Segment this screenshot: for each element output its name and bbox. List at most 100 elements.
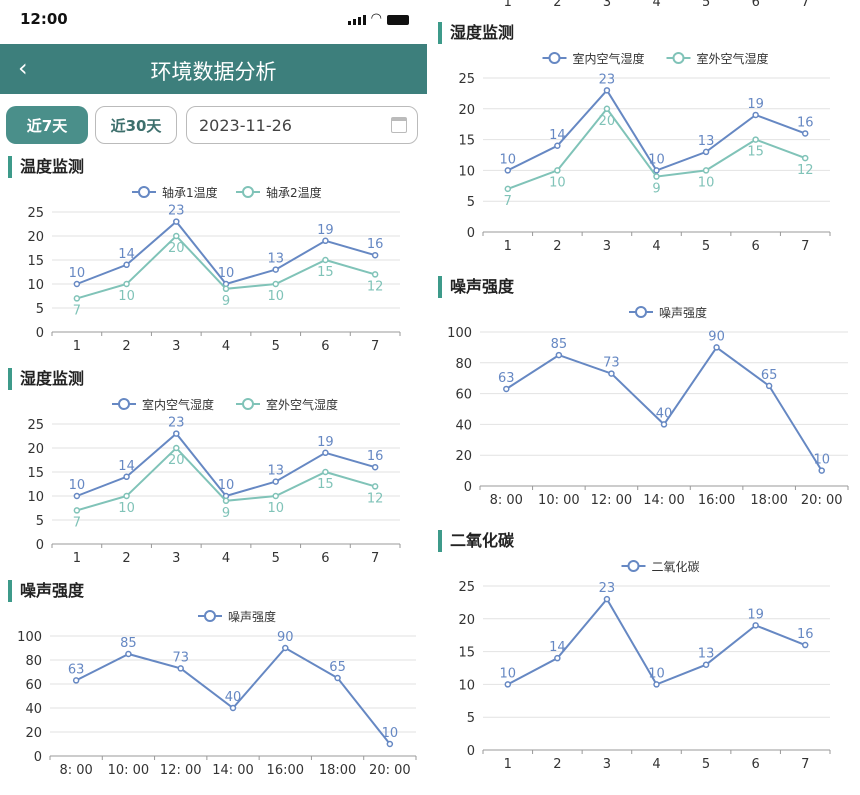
- section-title-co2: 二氧化碳: [438, 530, 514, 552]
- y-tick-label: 0: [34, 750, 42, 765]
- data-point: [73, 492, 81, 500]
- data-label: 10: [648, 666, 665, 681]
- wifi-icon: ◠: [370, 11, 382, 26]
- data-label: 10: [118, 501, 135, 516]
- x-tick-label: 10: 00: [538, 493, 580, 508]
- data-label: 10: [267, 501, 284, 516]
- data-point: [123, 261, 130, 269]
- y-tick-label: 20: [27, 230, 44, 245]
- y-tick-label: 100: [17, 630, 42, 645]
- data-point: [752, 622, 759, 629]
- x-tick-label: 18:00: [750, 493, 787, 508]
- data-label: 7: [73, 515, 81, 530]
- data-label: 63: [68, 662, 85, 677]
- data-point: [653, 681, 660, 688]
- data-label: 15: [747, 145, 764, 160]
- data-label: 20: [599, 114, 616, 129]
- data-label: 13: [698, 647, 715, 662]
- data-point: [222, 497, 230, 505]
- x-tick-label: 4: [652, 0, 660, 10]
- x-tick-label: 3: [172, 339, 180, 354]
- x-tick-label: 3: [603, 0, 611, 10]
- x-tick-label: 4: [652, 239, 660, 254]
- legend-marker-icon: [242, 398, 254, 410]
- legend-label: 室内空气湿度: [142, 397, 214, 412]
- data-label: 7: [504, 194, 512, 209]
- data-label: 16: [797, 627, 814, 642]
- x-tick-label: 2: [122, 339, 130, 354]
- x-tick-label: 2: [553, 239, 561, 254]
- data-point: [371, 251, 379, 259]
- last-30-days-button[interactable]: 近30天: [95, 106, 177, 144]
- x-tick-label: 12: 00: [160, 763, 202, 778]
- data-label: 40: [225, 690, 242, 705]
- legend-label: 噪声强度: [228, 609, 276, 624]
- data-point: [554, 167, 561, 174]
- legend-label: 室内空气湿度: [573, 51, 645, 66]
- date-value: 2023-11-26: [199, 116, 292, 135]
- x-tick-label: 3: [603, 757, 611, 772]
- x-tick-label: 12: 00: [591, 493, 633, 508]
- y-tick-label: 25: [458, 72, 475, 87]
- legend-label: 轴承2温度: [266, 185, 322, 200]
- last-7-days-button[interactable]: 近7天: [6, 106, 88, 144]
- y-tick-label: 20: [458, 103, 475, 118]
- data-point: [653, 173, 660, 180]
- data-point: [713, 344, 720, 351]
- data-label: 16: [367, 449, 384, 464]
- right-screen: 湿度监测 噪声强度 二氧化碳 0 5 10 15 20 25 1 2 3 4 5 6 7 室内空气湿度 室外…: [430, 0, 860, 795]
- data-label: 9: [652, 182, 660, 197]
- data-label: 10: [69, 266, 86, 281]
- data-label: 63: [498, 371, 515, 386]
- x-tick-label: 3: [172, 551, 180, 566]
- data-label: 16: [797, 115, 814, 130]
- data-label: 15: [317, 477, 334, 492]
- data-point: [322, 256, 329, 264]
- data-point: [801, 154, 809, 162]
- calendar-icon[interactable]: [391, 117, 407, 133]
- data-label: 13: [698, 134, 715, 149]
- x-tick-label: 7: [801, 239, 809, 254]
- data-label: 7: [73, 303, 81, 318]
- x-tick-label: 7: [801, 757, 809, 772]
- data-point: [123, 280, 130, 288]
- x-tick-label: 5: [272, 551, 280, 566]
- data-point: [603, 87, 611, 94]
- data-label: 10: [382, 726, 399, 741]
- data-label: 23: [599, 581, 616, 596]
- x-tick-label: 16:00: [698, 493, 735, 508]
- y-tick-label: 60: [25, 678, 42, 693]
- data-point: [334, 674, 341, 682]
- date-picker[interactable]: 2023-11-26: [186, 106, 418, 144]
- y-tick-label: 20: [458, 613, 475, 628]
- data-label: 65: [761, 368, 778, 383]
- data-label: 40: [656, 406, 673, 421]
- data-point: [173, 430, 180, 437]
- data-point: [504, 185, 512, 193]
- chevron-left-icon[interactable]: ‹: [18, 54, 28, 82]
- data-point: [322, 449, 329, 457]
- data-point: [177, 665, 184, 672]
- x-tick-label: 20: 00: [801, 493, 843, 508]
- y-tick-label: 10: [458, 678, 475, 693]
- data-label: 10: [118, 289, 135, 304]
- data-label: 19: [747, 97, 764, 112]
- data-label: 23: [168, 416, 185, 431]
- data-point: [504, 167, 512, 174]
- data-label: 10: [218, 266, 235, 281]
- data-point: [504, 681, 512, 688]
- legend-label: 室外空气湿度: [697, 51, 769, 66]
- data-point: [765, 382, 773, 390]
- data-point: [702, 148, 710, 156]
- data-label: 10: [500, 666, 517, 681]
- x-tick-label: 5: [702, 757, 710, 772]
- status-time: 12:00: [20, 10, 68, 28]
- x-tick-label: 16:00: [267, 763, 304, 778]
- x-tick-label: 8: 00: [59, 763, 92, 778]
- x-tick-label: 10: 00: [108, 763, 150, 778]
- x-tick-label: 6: [752, 0, 760, 10]
- x-tick-label: 14: 00: [643, 493, 685, 508]
- battery-icon: [387, 15, 409, 25]
- legend-label: 室外空气湿度: [266, 397, 338, 412]
